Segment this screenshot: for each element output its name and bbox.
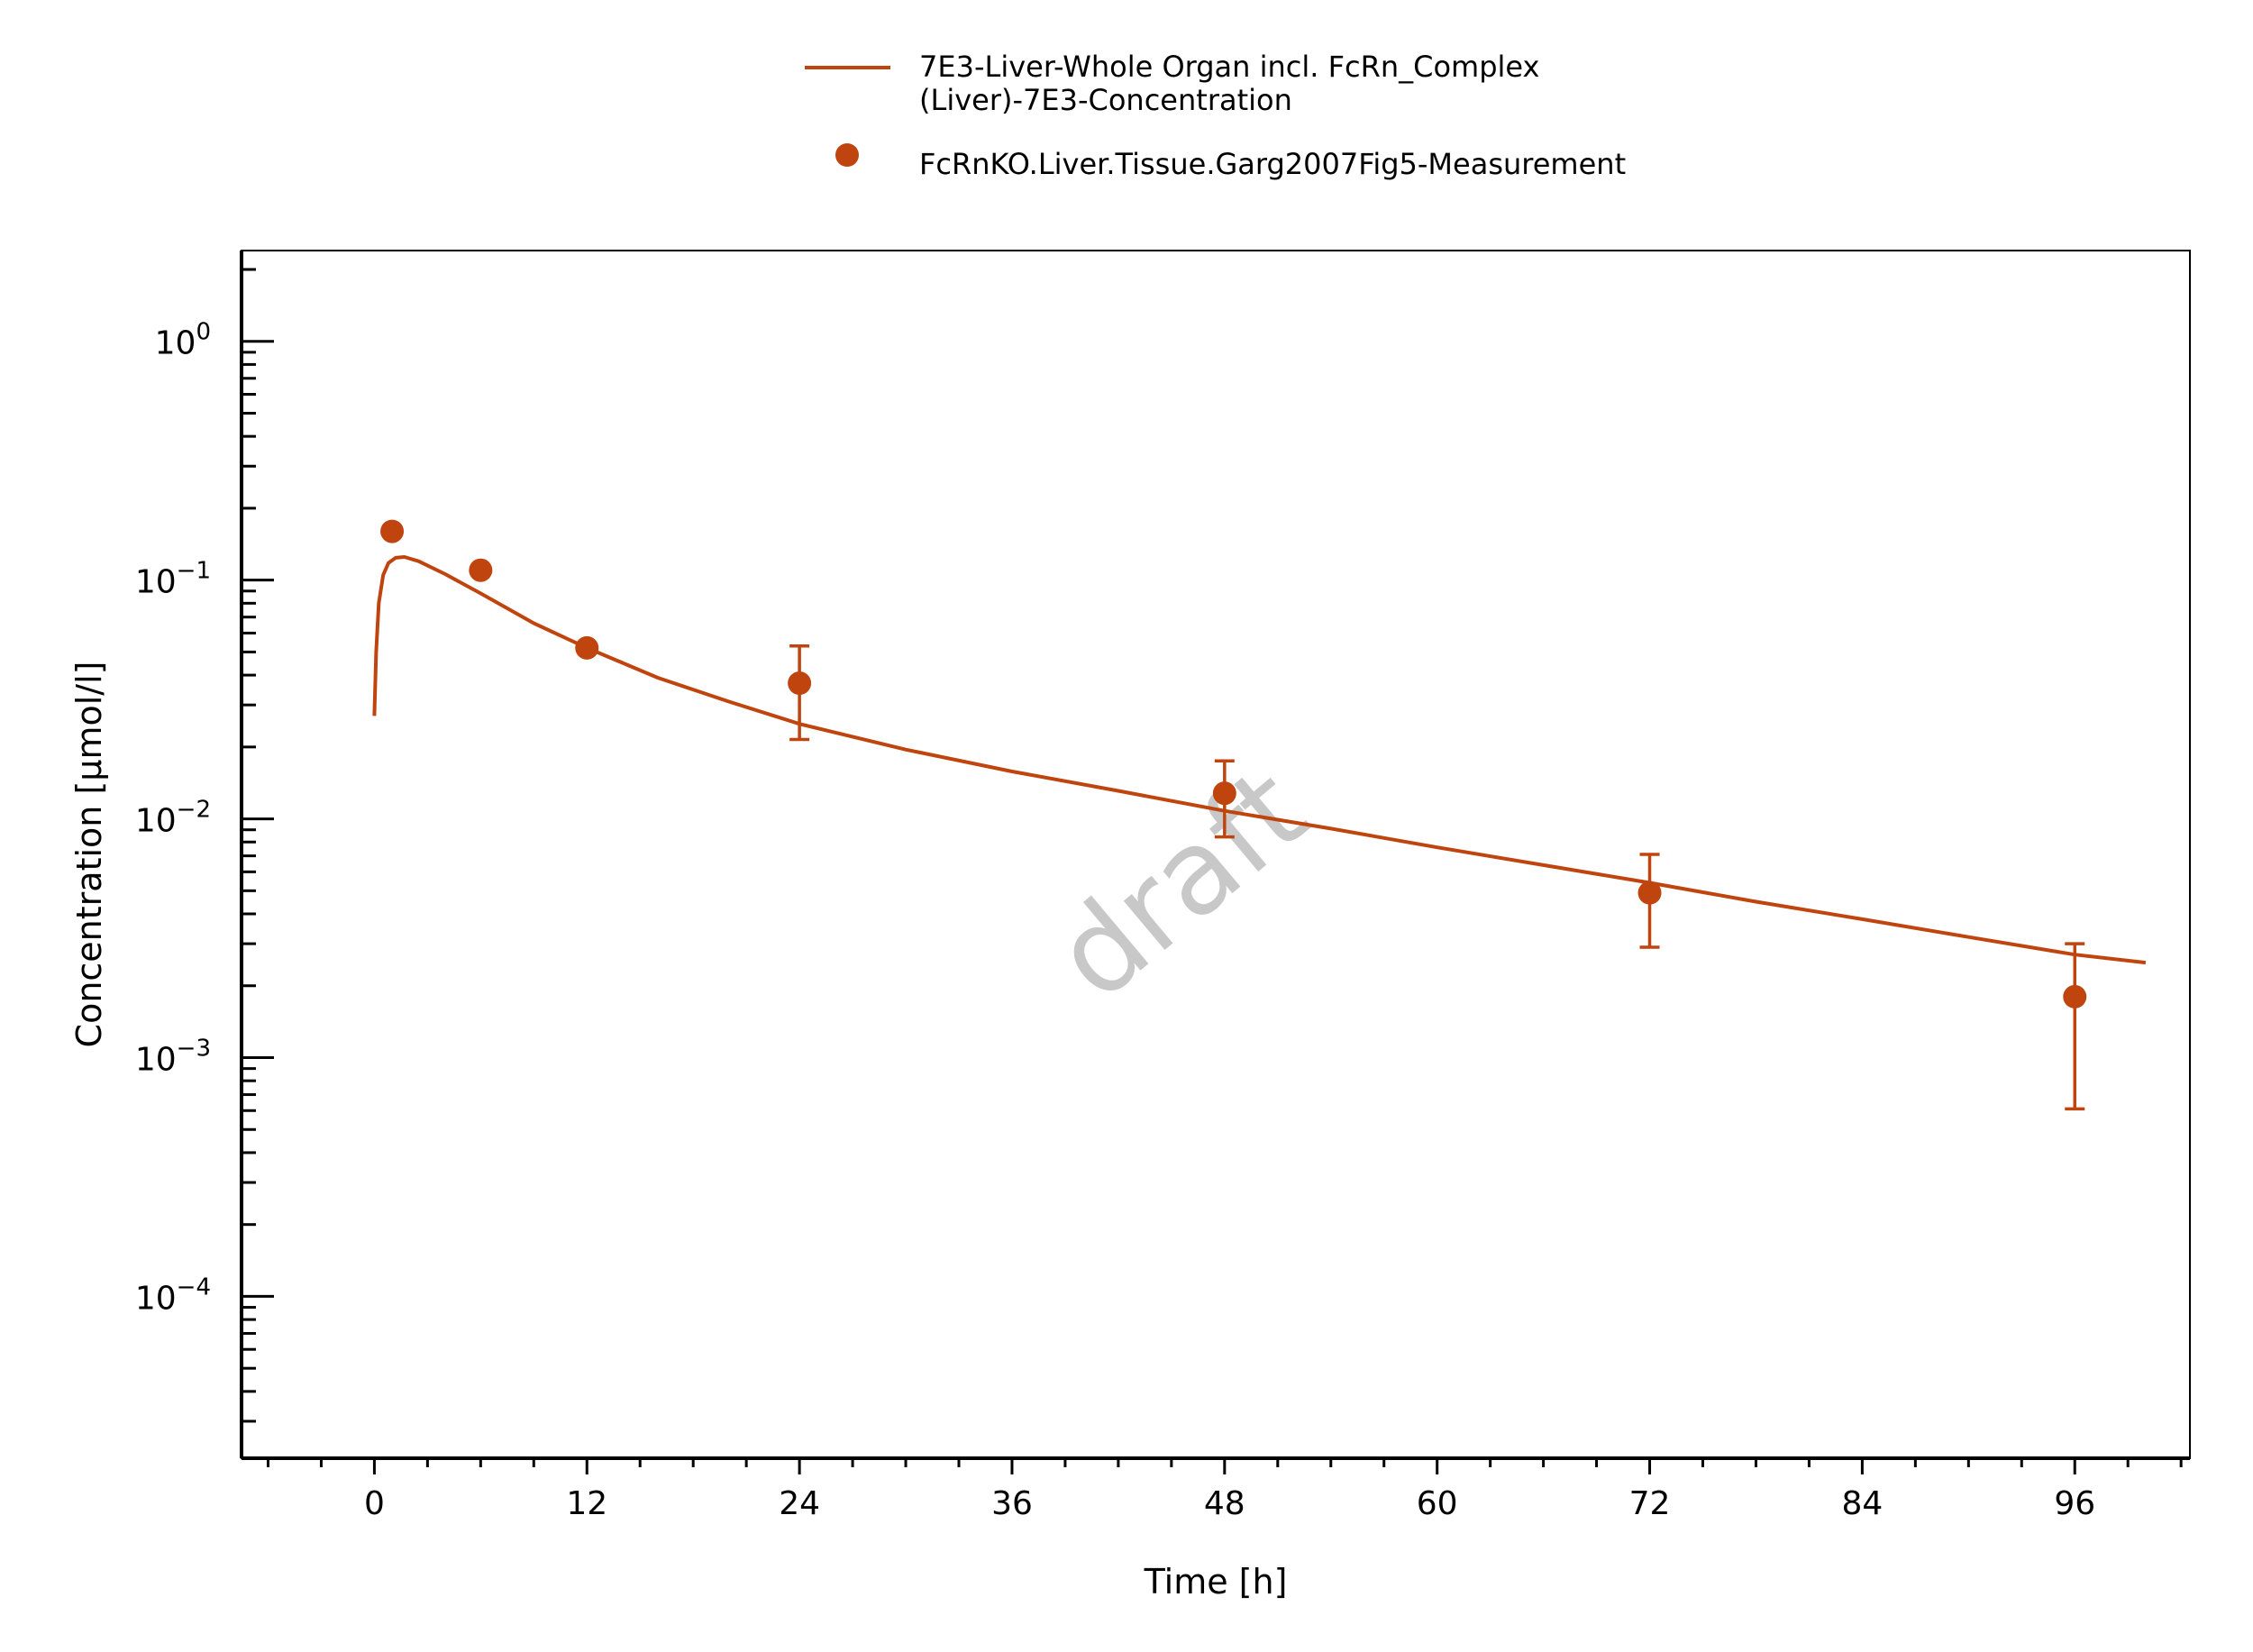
legend: 7E3-Liver-Whole Organ incl. FcRn_Complex… — [805, 50, 1626, 181]
y-tick-exponent: −4 — [177, 1273, 211, 1301]
data-point — [575, 635, 599, 660]
y-tick-exponent: −3 — [177, 1036, 211, 1063]
data-point — [380, 519, 405, 543]
legend-marker-swatch — [835, 143, 859, 167]
x-tick-label: 0 — [364, 1485, 385, 1522]
x-tick-label: 24 — [779, 1485, 820, 1522]
x-tick-label: 12 — [566, 1485, 607, 1522]
y-tick-label: 10−2 — [135, 797, 211, 840]
y-tick-base: 10 — [135, 564, 177, 601]
x-tick-label: 84 — [1841, 1485, 1883, 1522]
x-tick-label: 60 — [1417, 1485, 1458, 1522]
x-tick-label: 36 — [991, 1485, 1033, 1522]
series-line — [372, 555, 2147, 965]
data-point — [1637, 881, 1662, 905]
legend-entry-label: (Liver)-7E3-Concentration — [919, 83, 1292, 117]
x-tick-label: 96 — [2054, 1485, 2095, 1522]
legend-entry-label: 7E3-Liver-Whole Organ incl. FcRn_Complex — [919, 50, 1539, 84]
data-point — [2063, 984, 2087, 1009]
x-tick-label: 48 — [1204, 1485, 1245, 1522]
legend-entry-label: FcRnKO.Liver.Tissue.Garg2007Fig5-Measure… — [919, 147, 1626, 181]
y-tick-exponent: −1 — [177, 558, 211, 585]
y-tick-label: 10−3 — [135, 1036, 211, 1079]
y-tick-label: 10−1 — [135, 558, 211, 601]
data-point — [1212, 781, 1236, 806]
data-point — [788, 671, 812, 696]
series-layer — [372, 519, 2147, 1111]
y-tick-label: 10−4 — [135, 1273, 211, 1317]
y-axis-title: Concentration [µmol/l] — [69, 662, 109, 1048]
y-tick-label: 100 — [155, 319, 211, 362]
y-tick-base: 10 — [135, 1042, 177, 1079]
x-axis: 0 12 24 36 48 60 72 84 96 — [242, 1456, 2190, 1522]
data-point — [469, 558, 493, 582]
y-tick-base: 10 — [135, 803, 177, 840]
x-tick-label: 72 — [1629, 1485, 1671, 1522]
y-tick-base: 10 — [155, 325, 196, 362]
y-tick-exponent: 0 — [196, 319, 211, 346]
y-tick-base: 10 — [135, 1280, 177, 1317]
x-axis-title: Time [h] — [1144, 1562, 1288, 1602]
y-tick-exponent: −2 — [177, 797, 211, 824]
